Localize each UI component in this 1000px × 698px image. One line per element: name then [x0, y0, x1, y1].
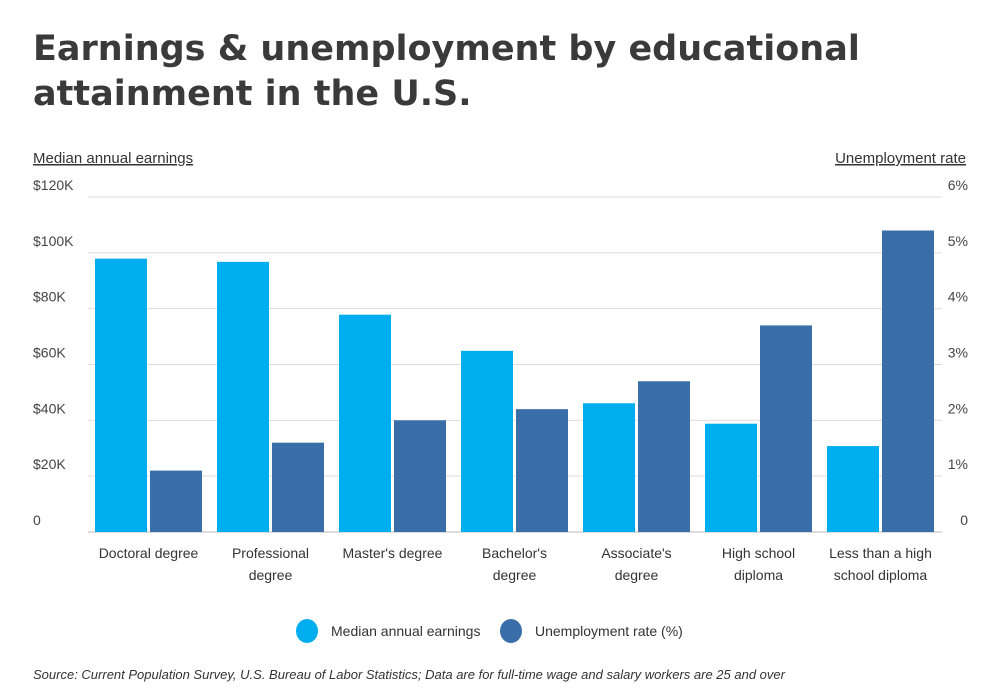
right-tick-label: 1%: [948, 456, 968, 472]
bar-unemployment: [882, 230, 934, 532]
right-tick-label: 2%: [948, 400, 968, 416]
category-label: Associate's: [601, 545, 671, 561]
bar-earnings: [583, 403, 635, 532]
category-label: school diploma: [834, 567, 928, 583]
bar-earnings: [339, 314, 391, 532]
left-tick-label: $40K: [33, 400, 66, 416]
bar-earnings: [95, 258, 147, 532]
bar-unemployment: [638, 381, 690, 532]
left-tick-label: $20K: [33, 456, 66, 472]
left-tick-label: 0: [33, 512, 41, 528]
right-tick-label: 6%: [948, 177, 968, 193]
legend-marker-earnings: [296, 619, 318, 643]
category-label: degree: [615, 567, 659, 583]
chart-title-line-2: attainment in the U.S.: [33, 74, 472, 114]
tick-labels: 0 0 $20K 1% $40K 2% $60K 3% $80K 4% $100K 5% $120K 6%: [33, 177, 968, 528]
legend-label-unemployment: Unemployment rate (%): [535, 623, 683, 639]
legend-marker-unemployment: [500, 619, 522, 643]
left-axis-title: Median annual earnings: [33, 150, 193, 167]
category-label: Bachelor's: [482, 545, 547, 561]
bar-unemployment: [394, 420, 446, 532]
bar-unemployment: [272, 442, 324, 532]
right-tick-label: 5%: [948, 233, 968, 249]
right-tick-label: 0: [960, 512, 968, 528]
bar-earnings: [217, 261, 269, 532]
category-label: High school: [722, 545, 795, 561]
category-label: degree: [493, 567, 537, 583]
source-note: Source: Current Population Survey, U.S. …: [33, 667, 786, 682]
bar-earnings: [461, 350, 513, 532]
left-tick-label: $100K: [33, 233, 74, 249]
category-label: degree: [249, 567, 293, 583]
legend-label-earnings: Median annual earnings: [331, 623, 480, 639]
left-tick-label: $60K: [33, 345, 66, 361]
category-labels: Doctoral degree Professional degree Master'…: [99, 545, 932, 583]
right-axis-title: Unemployment rate: [835, 150, 966, 167]
left-tick-label: $80K: [33, 289, 66, 305]
legend: Median annual earnings Unemployment rate…: [296, 619, 683, 643]
category-label: Doctoral degree: [99, 545, 199, 561]
category-label: Less than a high: [829, 545, 932, 561]
gridlines: [88, 196, 942, 533]
category-label: Master's degree: [343, 545, 443, 561]
bar-earnings: [827, 446, 879, 532]
chart-title-line-1: Earnings & unemployment by educational: [33, 29, 860, 69]
right-tick-label: 4%: [948, 289, 968, 305]
left-tick-label: $120K: [33, 177, 74, 193]
category-label: Professional: [232, 545, 309, 561]
bar-unemployment: [516, 409, 568, 532]
right-tick-label: 3%: [948, 345, 968, 361]
category-label: diploma: [734, 567, 783, 583]
bars: [95, 230, 934, 532]
bar-unemployment: [760, 325, 812, 532]
bar-unemployment: [150, 470, 202, 532]
bar-earnings: [705, 423, 757, 532]
